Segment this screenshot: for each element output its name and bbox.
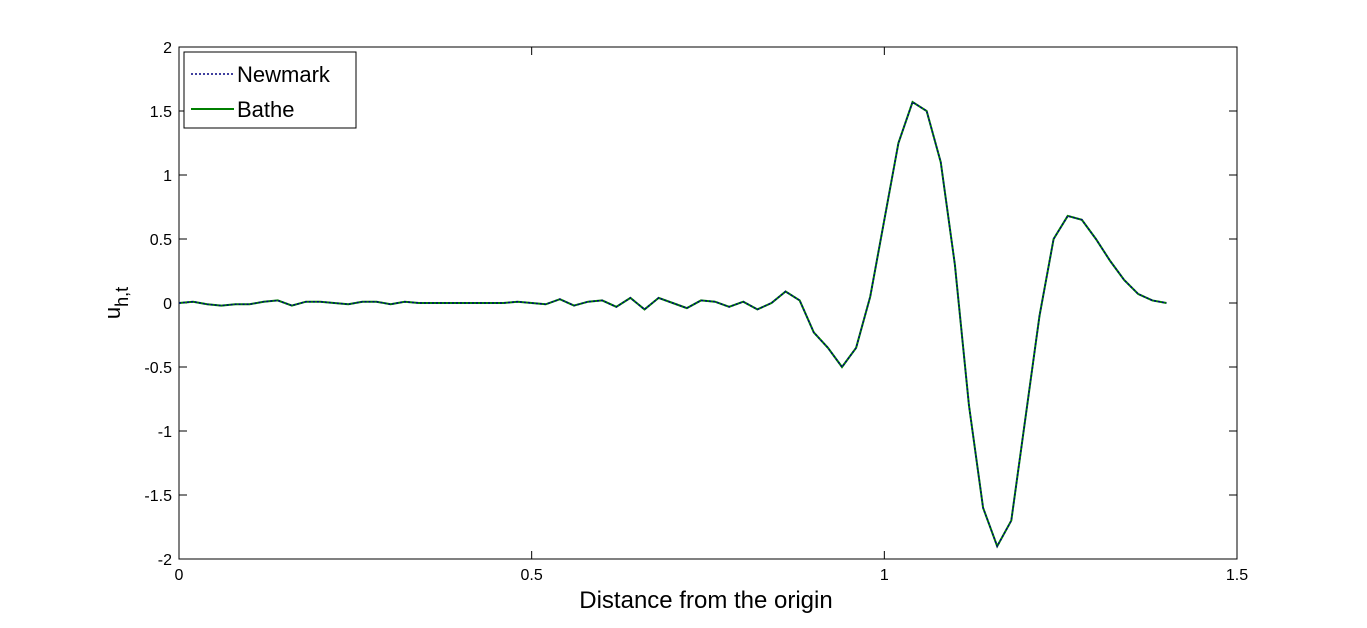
x-tick-label: 1: [880, 567, 889, 584]
y-tick-label: 1: [163, 168, 172, 185]
x-axis-label: Distance from the origin: [579, 587, 832, 614]
y-tick-label: 1.5: [150, 104, 172, 121]
y-tick-label: 0: [163, 296, 172, 313]
y-tick-label: -1: [158, 424, 172, 441]
y-tick-label: 0.5: [150, 232, 172, 249]
y-tick-label: -2: [158, 552, 172, 569]
legend-box: [183, 51, 357, 129]
y-label-subscript: h,t: [112, 287, 132, 307]
y-tick-label: -0.5: [144, 360, 172, 377]
legend: Newmark Bathe: [183, 51, 357, 129]
x-tick-label: 1.5: [1226, 567, 1248, 584]
legend-label: Bathe: [237, 97, 295, 122]
series-line: [178, 100, 1167, 549]
y-label-main: u: [100, 307, 125, 319]
legend-label: Newmark: [237, 62, 331, 87]
y-axis-label: uh,t: [100, 287, 132, 319]
y-tick-label: -1.5: [144, 488, 172, 505]
y-tick-label: 2: [163, 40, 172, 57]
x-tick-label: 0: [175, 567, 184, 584]
x-tick-label: 0.5: [521, 567, 543, 584]
